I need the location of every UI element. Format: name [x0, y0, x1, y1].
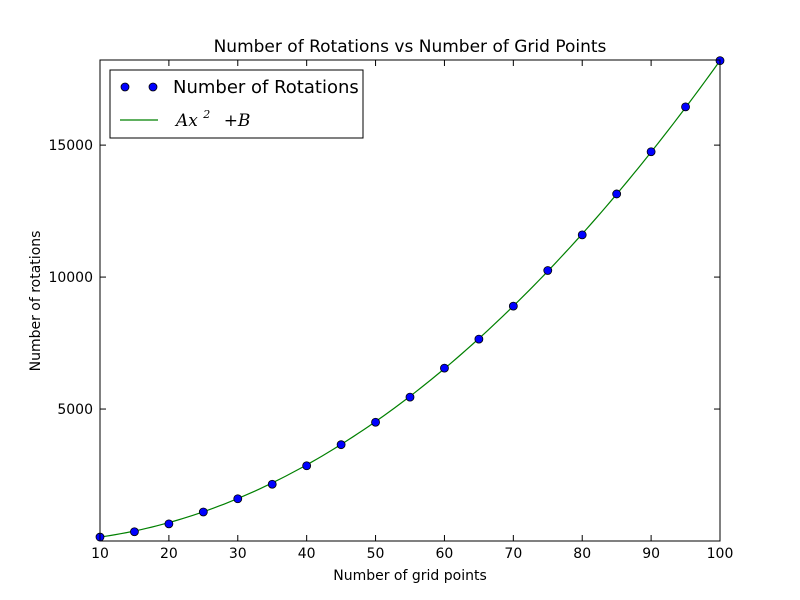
data-point [440, 363, 449, 373]
data-point [543, 266, 553, 275]
legend-label-rotations: Number of Rotations [173, 77, 359, 98]
data-point [267, 479, 277, 489]
data-point [198, 507, 208, 517]
data-point [130, 527, 139, 537]
legend-marker-dot [120, 82, 130, 92]
x-axis-title: Number of grid points [333, 568, 487, 584]
chart-title: Number of Rotations vs Number of Grid Po… [214, 37, 607, 57]
data-point [164, 519, 174, 529]
y-tick-label: 5000 [57, 402, 93, 418]
legend-fit-exponent: 2 [202, 108, 210, 121]
legend-label-fit: Ax 2 +B [174, 103, 250, 131]
legend-box [109, 69, 364, 139]
x-tick-label: 20 [160, 546, 178, 562]
data-point [302, 461, 312, 471]
legend-marker-dot [148, 82, 158, 92]
data-point [681, 102, 690, 112]
x-tick-label: 70 [504, 546, 522, 562]
x-tick-label: 40 [298, 546, 316, 562]
data-point [405, 392, 415, 402]
legend: Number of Rotations Ax 2 +B [109, 69, 364, 139]
axes: 10 20 30 40 50 60 70 80 90 100 5000 10000 15000 [48, 59, 734, 562]
data-point [474, 334, 484, 344]
data-point [508, 301, 518, 311]
data-point [336, 440, 346, 450]
y-tick-label: 15000 [48, 138, 93, 154]
x-tick-label: 50 [367, 546, 385, 562]
data-point [612, 189, 622, 199]
plot-frame [99, 59, 721, 542]
plot-area [95, 56, 725, 542]
x-tick-label: 80 [573, 546, 591, 562]
x-tick-label: 100 [707, 546, 734, 562]
data-point [646, 147, 656, 157]
legend-fit-base: Ax [174, 111, 198, 131]
x-tick-label: 60 [436, 546, 454, 562]
data-point [371, 417, 380, 427]
y-axis-title: Number of rotations [28, 231, 44, 372]
x-tick-label: 90 [642, 546, 660, 562]
x-tick-label: 30 [229, 546, 247, 562]
legend-fit-tail: +B [224, 111, 251, 131]
x-tick-label: 10 [91, 546, 109, 562]
data-point [577, 230, 587, 240]
data-point [233, 494, 243, 504]
y-tick-label: 10000 [48, 270, 93, 286]
